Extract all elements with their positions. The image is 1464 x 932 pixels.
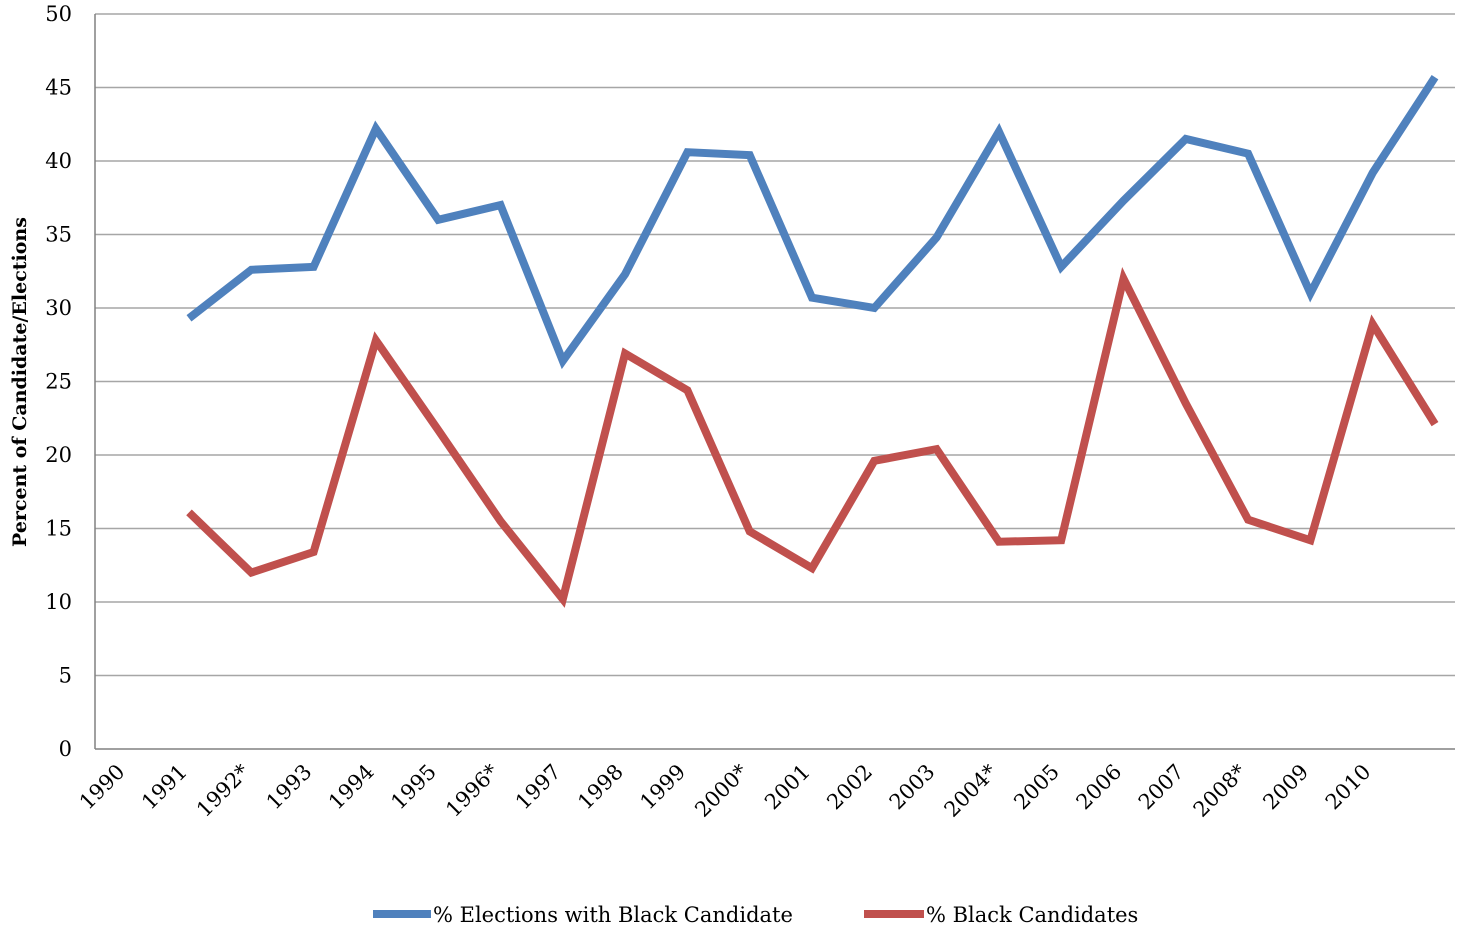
legend-label: % Black Candidates — [926, 903, 1138, 927]
y-tick-label: 35 — [45, 223, 72, 247]
y-tick-label: 40 — [45, 149, 72, 173]
x-tick-label: 1997 — [511, 760, 566, 815]
x-tick-label: 2008* — [1189, 759, 1252, 822]
x-tick-label: 1996* — [441, 759, 504, 822]
gridlines — [94, 13, 1455, 750]
x-tick-label: 2005 — [1009, 760, 1064, 815]
x-tick-label: 1993 — [262, 760, 317, 815]
y-axis-title: Percent of Candidate/Elections — [9, 217, 31, 547]
x-tick-label: 2002 — [822, 760, 877, 815]
x-tick-label: 2003 — [885, 760, 940, 815]
x-tick-label: 2010 — [1321, 760, 1376, 815]
x-tick-label: 1994 — [324, 760, 379, 815]
x-tick-label: 1992* — [192, 759, 255, 822]
y-tick-label: 45 — [45, 76, 72, 100]
x-tick-label: 1990 — [75, 760, 130, 815]
x-tick-label: 2000* — [690, 759, 753, 822]
y-tick-label: 30 — [45, 296, 72, 320]
x-tick-label: 1991 — [137, 760, 192, 815]
legend-label: % Elections with Black Candidate — [433, 903, 793, 927]
x-tick-label: 2001 — [760, 760, 815, 815]
x-tick-label: 1998 — [573, 760, 628, 815]
x-tick-label: 2004* — [940, 759, 1003, 822]
series-lines — [186, 75, 1439, 608]
x-tick-label: 2006 — [1072, 760, 1127, 815]
x-tick-label: 2009 — [1258, 760, 1313, 815]
y-tick-label: 20 — [45, 443, 72, 467]
y-tick-label: 15 — [45, 517, 72, 541]
x-tick-label: 1999 — [635, 760, 690, 815]
y-tick-label: 10 — [45, 590, 72, 614]
y-tick-label: 0 — [59, 737, 72, 761]
x-tick-label: 1995 — [386, 760, 441, 815]
legend: % Elections with Black Candidate % Black … — [373, 903, 1138, 927]
y-tick-label: 25 — [45, 370, 72, 394]
x-tick-label: 2007 — [1134, 760, 1189, 815]
y-tick-labels: 0 5 10 15 20 25 30 35 40 45 50 — [45, 2, 72, 761]
series-line-1 — [186, 75, 1439, 370]
y-tick-label: 5 — [59, 664, 72, 688]
x-tick-labels: 1990 1991 1992* 1993 1994 1995 1996* 1997 1998 19… — [75, 759, 1376, 822]
series-line-2 — [186, 266, 1439, 608]
y-tick-label: 50 — [45, 2, 72, 26]
